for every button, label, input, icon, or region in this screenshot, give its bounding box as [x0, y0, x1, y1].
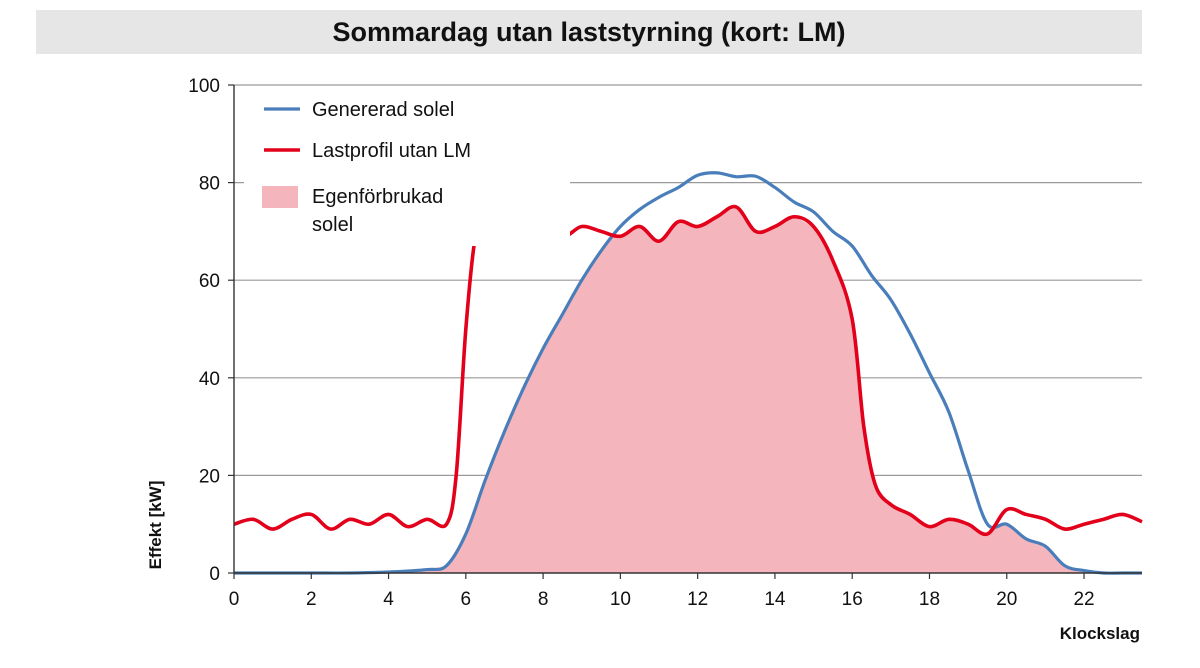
self-consumption-area-fill — [234, 207, 1142, 573]
legend-label-egenforbrukad: Egenförbrukad solel — [312, 186, 443, 236]
series-line-lastprofil — [233, 204, 1143, 537]
x-tick-label: 10 — [610, 589, 631, 610]
x-tick-label: 12 — [687, 589, 708, 610]
series-lines — [233, 171, 1143, 575]
x-tick-label: 18 — [919, 589, 940, 610]
y-tick-label: 20 — [199, 466, 220, 487]
axes: 0 20 40 60 80 100 0 2 4 6 8 10 12 14 16 18 20 22 — [188, 76, 1142, 610]
legend: Genererad solel Lastprofil utan LM Egenför… — [244, 88, 570, 246]
title-bar: Sommardag utan laststyrning (kort: LM) — [36, 10, 1142, 54]
y-tick-label: 40 — [199, 369, 220, 390]
series-line-genererad-solel — [233, 171, 1142, 575]
x-tick-label: 14 — [764, 589, 786, 610]
x-tick-label: 0 — [229, 589, 240, 610]
y-tick-label: 0 — [209, 564, 220, 585]
chart-title: Sommardag utan laststyrning (kort: LM) — [332, 17, 846, 47]
legend-background — [244, 88, 570, 246]
legend-label-genererad-solel: Genererad solel — [312, 99, 454, 121]
x-tick-label: 20 — [996, 589, 1017, 610]
x-tick-label: 2 — [306, 589, 317, 610]
self-consumption-area — [234, 207, 1142, 573]
x-tick-label: 16 — [842, 589, 863, 610]
x-tick-label: 22 — [1073, 589, 1094, 610]
x-tick-label: 8 — [538, 589, 549, 610]
x-tick-label: 6 — [461, 589, 472, 610]
y-tick-label: 60 — [199, 271, 220, 292]
x-axis-label: Klockslag — [1060, 624, 1140, 643]
y-tick-label: 100 — [188, 76, 220, 97]
x-tick-label: 4 — [383, 589, 394, 610]
y-tick-label: 80 — [199, 174, 220, 195]
legend-label-lastprofil: Lastprofil utan LM — [312, 140, 471, 162]
legend-swatch-egenforbrukad — [262, 186, 298, 208]
y-axis-label: Effekt [kW] — [146, 481, 165, 570]
